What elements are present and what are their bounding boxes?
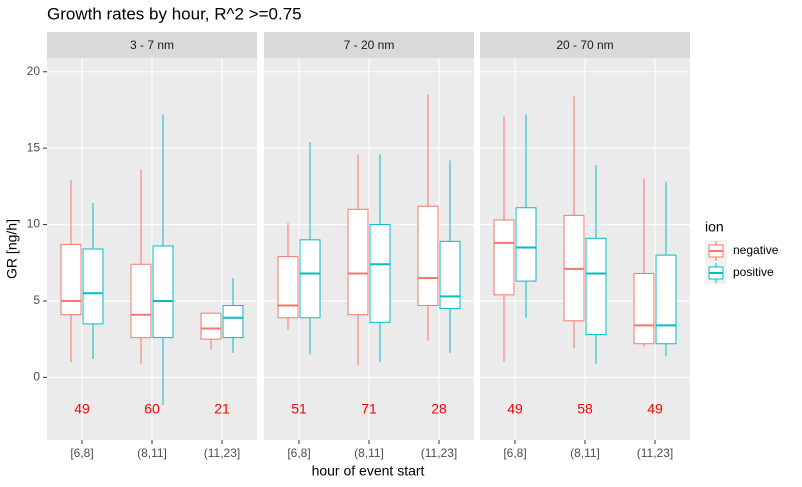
box <box>347 208 369 316</box>
y-tick-label: 20 <box>27 64 41 78</box>
box <box>655 254 677 345</box>
box <box>200 312 222 340</box>
y-tick-label: 15 <box>27 140 41 154</box>
box <box>633 272 655 345</box>
x-tick-label: (8,11] <box>137 446 167 460</box>
count-label: 60 <box>144 401 160 417</box>
count-label: 49 <box>507 401 523 417</box>
y-tick-label: 0 <box>33 370 40 384</box>
strip-label: 3 - 7 nm <box>130 38 174 52</box>
count-label: 58 <box>577 401 593 417</box>
box <box>299 239 321 319</box>
chart-title: Growth rates by hour, R^2 >=0.75 <box>47 4 302 23</box>
strip <box>47 32 257 58</box>
box <box>277 256 299 319</box>
x-tick-label: [6,8] <box>503 446 526 460</box>
x-tick-label: (8,11] <box>354 446 384 460</box>
x-tick-label: [6,8] <box>287 446 310 460</box>
box <box>130 263 152 339</box>
legend-label: negative <box>733 243 779 257</box>
strip <box>264 32 474 58</box>
count-label: 49 <box>74 401 90 417</box>
y-axis-label: GR [ng/h] <box>4 219 20 279</box>
box <box>82 248 104 325</box>
y-tick-label: 5 <box>33 293 40 307</box>
box <box>585 237 607 336</box>
x-tick-label: (8,11] <box>570 446 600 460</box>
count-label: 28 <box>431 401 447 417</box>
x-tick-label: [6,8] <box>70 446 93 460</box>
box <box>417 205 439 307</box>
box <box>493 219 515 296</box>
x-tick-label: (11,23] <box>637 446 673 460</box>
count-label: 21 <box>214 401 230 417</box>
y-tick-label: 10 <box>27 217 41 231</box>
box <box>60 243 82 316</box>
box <box>369 224 391 323</box>
box <box>152 245 174 339</box>
box <box>222 305 244 339</box>
strip-label: 7 - 20 nm <box>344 38 395 52</box>
strip-label: 20 - 70 nm <box>556 38 613 52</box>
count-label: 51 <box>291 401 307 417</box>
x-tick-label: (11,23] <box>421 446 457 460</box>
legend-label: positive <box>733 265 774 279</box>
box <box>515 207 537 282</box>
x-tick-label: (11,23] <box>204 446 240 460</box>
legend-title: ion <box>705 219 724 235</box>
x-axis-label: hour of event start <box>312 463 425 479</box>
count-label: 71 <box>361 401 377 417</box>
count-label: 49 <box>647 401 663 417</box>
box <box>439 240 461 310</box>
strip <box>480 32 690 58</box>
